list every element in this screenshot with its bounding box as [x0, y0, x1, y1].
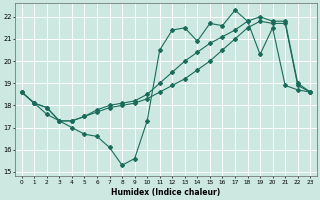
X-axis label: Humidex (Indice chaleur): Humidex (Indice chaleur)	[111, 188, 220, 197]
